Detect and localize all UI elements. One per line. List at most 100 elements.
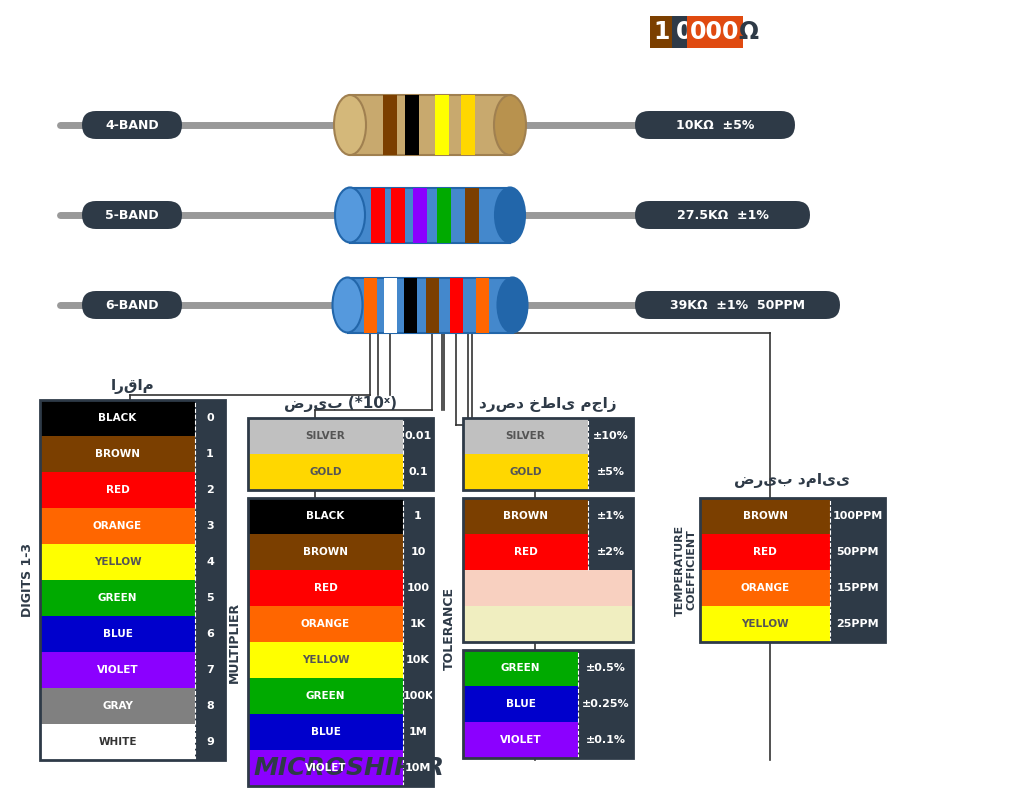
Text: 2: 2	[206, 485, 214, 495]
Text: 50PPM: 50PPM	[837, 547, 879, 557]
Bar	[700, 534, 830, 570]
Bar	[195, 400, 225, 436]
Bar	[700, 606, 830, 642]
Text: 3: 3	[206, 521, 214, 531]
Ellipse shape	[335, 187, 365, 243]
Bar	[195, 436, 225, 472]
Text: ±0.5%: ±0.5%	[586, 663, 626, 673]
Bar	[463, 498, 588, 534]
Text: 5: 5	[206, 593, 214, 603]
Text: 10: 10	[411, 547, 426, 557]
Text: 100K: 100K	[402, 691, 434, 701]
Bar	[588, 418, 633, 454]
Text: ORANGE: ORANGE	[740, 583, 790, 593]
Bar	[40, 400, 195, 436]
Text: 1K: 1K	[410, 619, 426, 629]
Text: GOLD: GOLD	[509, 467, 542, 477]
Bar	[403, 642, 433, 678]
Text: ±0.1%: ±0.1%	[586, 735, 626, 745]
Text: WHITE: WHITE	[98, 737, 137, 747]
FancyBboxPatch shape	[635, 201, 810, 229]
Bar	[40, 724, 195, 760]
Text: 6: 6	[206, 629, 214, 639]
Text: YELLOW: YELLOW	[741, 619, 788, 629]
Text: Ω: Ω	[738, 20, 758, 44]
Bar	[403, 570, 433, 606]
Text: DIGITS 1-3: DIGITS 1-3	[20, 543, 34, 617]
Bar	[403, 714, 433, 750]
Text: BROWN: BROWN	[742, 511, 787, 521]
Text: BROWN: BROWN	[303, 547, 348, 557]
Bar	[40, 688, 195, 724]
Text: 7: 7	[206, 665, 214, 675]
Text: MICROSHIP.IR: MICROSHIP.IR	[253, 756, 444, 780]
Bar	[461, 95, 475, 155]
Bar	[248, 534, 403, 570]
Bar	[347, 277, 512, 333]
Bar	[248, 418, 403, 454]
Text: 25PPM: 25PPM	[837, 619, 879, 629]
Text: BROWN: BROWN	[95, 449, 140, 459]
Bar	[463, 606, 633, 642]
Bar	[465, 187, 479, 243]
Text: 15PPM: 15PPM	[837, 583, 879, 593]
Bar	[588, 454, 633, 490]
Bar	[463, 686, 578, 722]
Bar	[350, 187, 510, 243]
Text: ضریب دمایی: ضریب دمایی	[734, 472, 851, 487]
Text: 4: 4	[206, 557, 214, 567]
Bar	[248, 498, 433, 786]
Bar	[463, 454, 588, 490]
Bar	[463, 722, 578, 758]
Bar	[463, 650, 578, 686]
Text: 1: 1	[653, 20, 670, 44]
Text: BLUE: BLUE	[102, 629, 132, 639]
Text: 10K: 10K	[407, 655, 430, 665]
Bar	[700, 498, 885, 642]
Text: 27.5KΩ  ±1%: 27.5KΩ ±1%	[677, 209, 768, 221]
Text: TEMPERATURE
COEFFICIENT: TEMPERATURE COEFFICIENT	[675, 525, 696, 615]
Text: BLACK: BLACK	[98, 413, 136, 423]
Text: 39KΩ  ±1%  50PPM: 39KΩ ±1% 50PPM	[670, 299, 805, 311]
Ellipse shape	[498, 277, 527, 333]
Bar	[248, 606, 403, 642]
Text: 9: 9	[206, 737, 214, 747]
Bar	[248, 454, 403, 490]
Bar	[40, 580, 195, 616]
Bar	[475, 277, 488, 333]
Bar	[384, 277, 396, 333]
Bar	[195, 544, 225, 580]
Bar	[40, 508, 195, 544]
Bar	[413, 187, 427, 243]
Bar	[830, 498, 885, 534]
Bar	[195, 652, 225, 688]
Text: GRAY: GRAY	[102, 701, 133, 711]
Bar	[40, 436, 195, 472]
Bar	[435, 95, 449, 155]
Text: 100: 100	[407, 583, 429, 593]
Bar	[40, 472, 195, 508]
Bar	[437, 187, 451, 243]
Bar	[248, 418, 433, 490]
Text: ±5%: ±5%	[597, 467, 625, 477]
Text: 10M: 10M	[404, 763, 431, 773]
Bar	[403, 750, 433, 786]
Text: MULTIPLIER: MULTIPLIER	[227, 601, 241, 683]
Bar	[463, 534, 588, 570]
Bar	[450, 277, 463, 333]
Bar	[248, 498, 403, 534]
Text: GREEN: GREEN	[501, 663, 541, 673]
Bar	[403, 454, 433, 490]
Bar	[426, 277, 438, 333]
Bar	[364, 277, 377, 333]
Bar	[463, 650, 633, 758]
FancyBboxPatch shape	[635, 111, 795, 139]
FancyBboxPatch shape	[82, 201, 182, 229]
Text: TOLERANCE: TOLERANCE	[442, 586, 456, 669]
FancyBboxPatch shape	[635, 291, 840, 319]
Text: GREEN: GREEN	[306, 691, 345, 701]
Text: ضریب (*10ˣ): ضریب (*10ˣ)	[284, 396, 397, 412]
Bar	[195, 724, 225, 760]
Bar	[383, 95, 397, 155]
Text: 000: 000	[690, 20, 739, 44]
